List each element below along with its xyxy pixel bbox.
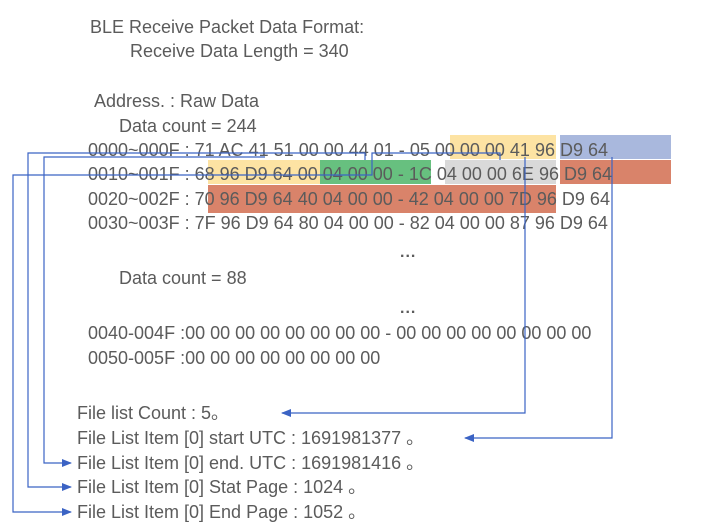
hex-row-0030: 0030~003F : 7F 96 D9 64 80 04 00 00 - 82… [88,212,608,234]
arrow-start-utc [464,157,613,442]
row-sep: - [398,140,405,160]
row-bytes: 71 AC 41 51 00 00 44 01 [194,140,394,160]
highlight-item1-rest [208,185,556,213]
hex-row-0020: 0020~002F : 70 96 D9 64 40 04 00 00 - 42… [88,188,610,210]
row-address: 0010~001F : [88,164,190,184]
arrow-count [281,157,526,417]
ellipsis-1: ... [400,244,417,261]
address-header: Address. : Raw Data [94,91,260,111]
highlight-end-utc-bytes [208,160,320,184]
start-utc-bytes: 41 96 D9 64 [509,140,608,160]
row-sep: - [397,164,404,184]
data-count-244: Data count = 244 [119,116,257,136]
data-count-88: Data count = 88 [119,268,247,288]
file-item-start-page: File List Item [0] Stat Page : 1024 。 [77,477,367,497]
receive-length: Receive Data Length = 340 [130,41,349,61]
item1-bytes: 70 96 D9 64 40 04 00 00 - 42 04 00 00 [194,189,504,209]
count-bytes: 05 00 00 00 [409,140,505,160]
file-item-end-utc: File List Item [0] end. UTC : 1691981416… [77,453,425,473]
row-bytes: 7F 96 D9 64 80 04 00 00 - 82 04 00 00 87… [194,213,608,233]
page-title: BLE Receive Packet Data Format: [90,17,365,37]
row-address: 0000~000F : [88,140,190,160]
ellipsis-2: ... [400,300,417,317]
file-item-end-page: File List Item [0] End Page : 1052 。 [77,502,367,522]
row-bytes: 7D 96 D9 64 [508,189,610,209]
file-list-count: File list Count : 5。 [77,403,230,423]
highlight-start-utc-bytes [560,135,671,159]
arrow-start-page [27,152,366,491]
arrow-end-utc [43,156,265,467]
hex-row-0040: 0040-004F :00 00 00 00 00 00 00 00 - 00 … [88,323,592,343]
row-address: 0030~003F : [88,213,190,233]
highlight-end-page-bytes [445,160,556,184]
hex-row-0050: 0050-005F :00 00 00 00 00 00 00 00 [88,348,381,368]
start-page-bytes: 00 04 00 00 [297,164,393,184]
item1-start-bytes: 6E 96 D9 64 [511,164,612,184]
end-page-bytes: 1C 04 00 00 [408,164,507,184]
highlight-item1-start [560,160,671,184]
highlight-start-page-bytes [320,160,431,184]
end-utc-bytes: 68 96 D9 64 [194,164,293,184]
row-address: 0020~002F : [88,189,190,209]
hex-row-0010: 0010~001F : 68 96 D9 64 00 04 00 00 - 1C… [88,163,612,185]
file-item-start-utc: File List Item [0] start UTC : 169198137… [77,428,425,448]
arrow-end-page [12,152,501,516]
highlight-count-bytes [450,135,556,159]
hex-row-0000: 0000~000F : 71 AC 41 51 00 00 44 01 - 05… [88,139,608,161]
